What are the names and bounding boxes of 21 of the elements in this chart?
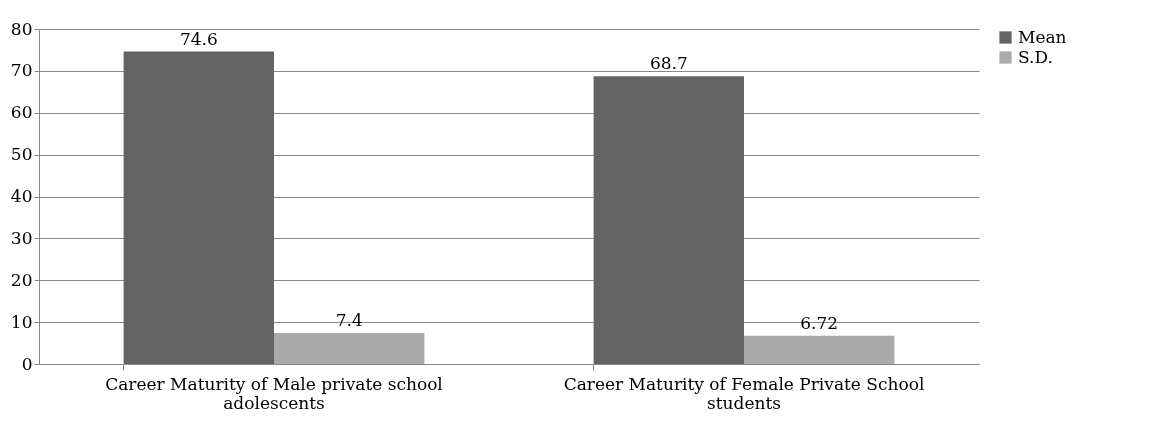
x-tick-label: Career Maturity of Male private school adolescents — [105, 373, 443, 413]
data-label: 6.72 — [800, 312, 839, 333]
y-tick-label: 30 — [10, 227, 33, 248]
bar — [593, 76, 744, 364]
bar — [744, 335, 895, 364]
y-tick-label: 20 — [10, 269, 33, 290]
data-label: 7.4 — [335, 310, 363, 331]
bar — [123, 51, 274, 364]
y-tick-label: 50 — [10, 144, 33, 165]
data-label: 74.6 — [179, 28, 218, 49]
y-tick-label: 10 — [10, 311, 33, 332]
y-tick-label: 40 — [10, 186, 33, 206]
y-tick-label: 0 — [21, 353, 33, 374]
x-tick-label: Career Maturity of Female Private School students — [563, 373, 925, 413]
y-tick-label: 60 — [10, 102, 33, 123]
y-tick-label: 70 — [10, 60, 33, 81]
y-tick-label: 80 — [10, 18, 33, 39]
legend-label: S.D. — [1018, 46, 1053, 67]
bar — [274, 333, 425, 364]
data-label: 68.7 — [649, 53, 688, 74]
legend-label: Mean — [1018, 26, 1067, 47]
